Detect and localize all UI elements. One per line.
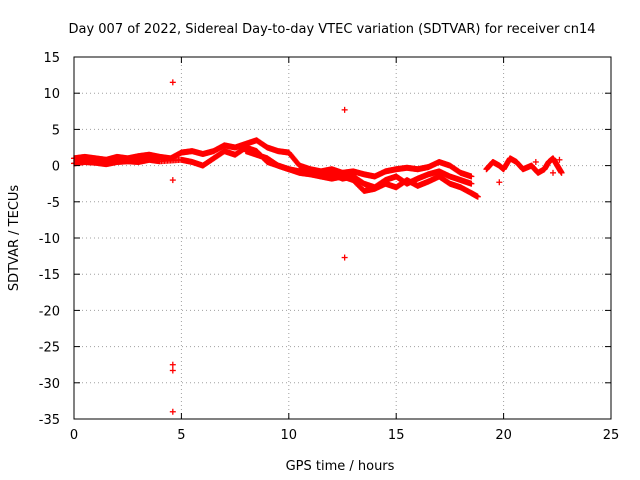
data-point [532,158,539,165]
y-tick-label: 5 [52,123,60,138]
y-tick-label: 10 [43,87,60,102]
axis-ticks: 0 5 10 15 20 25 15 10 5 0 -5 -10 -15 -20 -25 -30 -35 [39,51,620,443]
data-point [556,156,563,163]
y-tick-label: 0 [52,160,60,175]
data-point [468,173,475,180]
data-point [169,367,176,374]
data-point [468,180,475,187]
x-tick-label: 15 [388,428,405,443]
y-tick-label: 15 [43,51,60,66]
y-tick-label: -20 [39,304,60,319]
x-tick-label: 20 [495,428,512,443]
y-tick-label: -10 [39,232,60,247]
data-point [169,408,176,415]
data-point [169,79,176,86]
data-point [496,179,503,186]
grid [74,57,611,419]
y-tick-label: -5 [47,196,60,211]
data-point [341,106,348,113]
y-tick-label: -15 [39,268,60,283]
x-tick-label: 25 [603,428,620,443]
y-tick-label: -30 [39,377,60,392]
x-tick-label: 5 [177,428,185,443]
chart-title: Day 007 of 2022, Sidereal Day-to-day VTE… [68,22,595,37]
y-axis-label: SDTVAR / TECUs [7,185,22,292]
y-tick-label: -25 [39,341,60,356]
data-point [558,169,565,176]
x-axis-label: GPS time / hours [286,459,395,474]
data-point [474,193,481,200]
data-point [169,177,176,184]
data-points [71,79,565,415]
data-point [169,361,176,368]
x-tick-label: 10 [281,428,298,443]
y-tick-label: -35 [39,413,60,428]
data-point [341,254,348,261]
x-tick-label: 0 [70,428,78,443]
data-point [550,169,557,176]
